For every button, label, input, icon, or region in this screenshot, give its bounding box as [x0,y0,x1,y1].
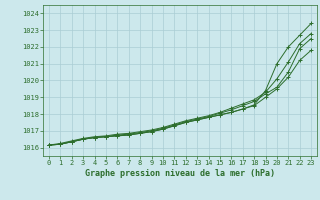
X-axis label: Graphe pression niveau de la mer (hPa): Graphe pression niveau de la mer (hPa) [85,169,275,178]
